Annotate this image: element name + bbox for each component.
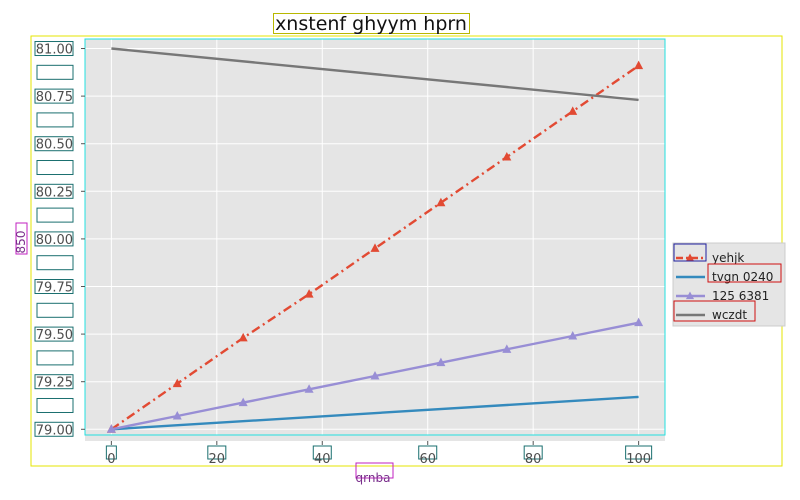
series-4 [111,47,639,102]
data-point [502,344,512,353]
data-point [304,384,314,393]
series-layer [106,47,644,433]
data-point [172,378,182,388]
y-tick-label: 80.00 [36,233,73,248]
y-minor-tick-box [36,112,74,128]
x-tick-label-box [523,445,543,460]
series-line [111,395,639,431]
x-tick-label-box [207,445,227,460]
y-minor-tick-box [36,350,74,366]
y-tick-label: 80.75 [36,90,73,105]
x-tick-label: 80 [525,452,542,467]
x-tick-label-box [312,445,332,460]
chart-title-box [273,13,470,34]
plot-area-outline [84,38,666,436]
x-tick-label: 40 [314,452,331,467]
y-tick-label-box [34,183,74,199]
legend-handle-box [673,243,707,262]
y-tick-label-box [34,88,74,104]
y-tick-label: 80.25 [36,185,73,200]
x-tick-label: 20 [209,452,226,467]
legend-label: 125 6381 [712,289,769,303]
grid [85,39,665,435]
data-point [502,152,512,161]
x-axis-ticks: 0 20 40 60 80 100 [105,441,653,467]
x-tick-label: 100 [626,452,651,467]
x-tick-label-box [105,445,117,460]
data-point [106,424,116,433]
y-axis-label-box [15,222,28,255]
series-3 [106,317,644,433]
y-tick-label: 79.25 [36,376,73,391]
data-point [634,317,644,327]
y-axis-ticks: 79.00 79.25 79.50 79.75 80.00 80.25 80.50 80.75… [34,41,85,438]
data-point [436,357,446,367]
y-tick-label-box [34,136,74,152]
x-tick-label-box [625,445,653,460]
y-minor-tick-box [36,64,74,80]
series-line [111,47,639,102]
data-point [172,410,182,420]
data-point [568,331,578,340]
data-point [304,289,314,298]
x-tick-label: 60 [419,452,436,467]
x-tick-label-box [418,445,438,460]
plot-area [85,39,665,441]
y-minor-tick-box [36,397,74,413]
y-minor-tick-box [36,160,74,176]
legend: yehjk tvgn 0240 125 6381 wczdt [672,242,786,327]
data-point [568,106,578,115]
chart-title: xnstenf ghyym hprn [275,13,467,35]
y-tick-label: 79.00 [36,423,73,438]
data-point [370,370,380,380]
data-point [370,243,380,252]
x-tick-label: 0 [107,452,115,467]
legend-label-box [707,263,782,283]
legend-label: wczdt [712,308,747,322]
data-point [634,60,644,70]
y-tick-label-box [34,231,74,247]
y-axis-label: 850 [14,231,28,254]
legend-marker [685,291,695,300]
legend-label: tvgn 0240 [712,270,773,284]
y-minor-tick-box [36,207,74,223]
data-point [238,332,248,342]
data-point [238,397,248,407]
legend-marker [685,253,695,262]
y-tick-label-box [34,326,74,342]
series-line [110,64,640,431]
y-minor-tick-box [36,255,74,271]
y-tick-label: 79.50 [36,328,73,343]
y-minor-tick-box [36,302,74,318]
data-point [436,197,446,207]
y-tick-label: 80.50 [36,138,73,153]
x-axis-label: qrnba [356,471,391,485]
legend-label: yehjk [712,251,744,265]
y-tick-label: 79.75 [36,281,73,296]
legend-entry-box [673,300,756,322]
series-2 [111,395,639,431]
y-tick-label-box [34,374,74,390]
y-tick-label-box [34,421,74,437]
y-tick-label-box [34,279,74,294]
y-tick-label: 81.00 [36,43,73,58]
y-tick-label-box [34,41,74,57]
x-axis-label-box [355,462,394,479]
